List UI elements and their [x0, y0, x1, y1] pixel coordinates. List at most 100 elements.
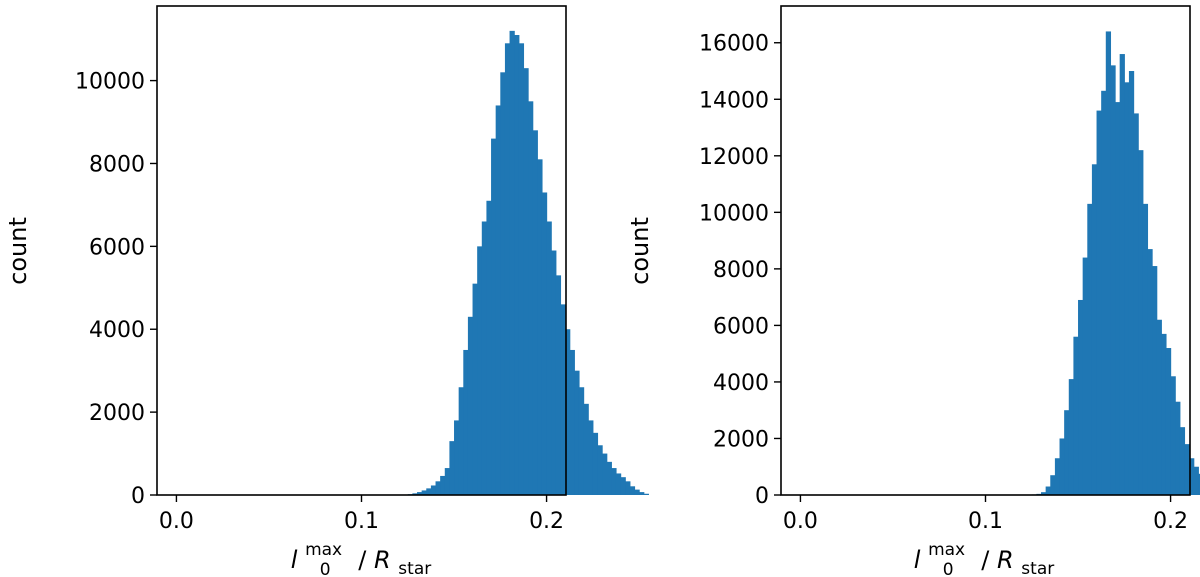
y-axis-ticks-left: 0 2000 4000 6000 8000 10000	[75, 70, 157, 509]
x-tick-label: 0.1	[968, 509, 1003, 534]
histogram-bar	[421, 490, 427, 495]
histogram-bar	[1193, 466, 1199, 495]
histogram-bar	[1096, 110, 1102, 495]
x-axis-ticks-left: 0.0 0.1 0.2	[159, 495, 564, 534]
histogram-bar	[578, 387, 585, 495]
y-tick-label: 0	[131, 484, 145, 509]
y-axis-ticks-right: 0 2000 4000 6000 8000 10000 12000 14000 16000	[699, 32, 781, 509]
y-tick-label: 4000	[713, 371, 769, 396]
histogram-bar	[615, 473, 622, 495]
histogram-bar	[643, 493, 649, 495]
x-axis-label-right: l max 0 / R star	[914, 533, 1054, 577]
histogram-bar	[634, 489, 640, 495]
histogram-bar	[1189, 458, 1195, 495]
y-tick-label: 6000	[89, 235, 145, 260]
histogram-bar	[514, 35, 520, 495]
histogram-bar	[1179, 427, 1186, 495]
histogram-bar	[504, 43, 511, 496]
histogram-bar	[1087, 203, 1093, 496]
y-axis-label-right: count	[626, 217, 654, 285]
histogram-bar	[1184, 444, 1190, 495]
histogram-bar	[1175, 401, 1181, 495]
histogram-bar	[481, 221, 488, 496]
histogram-bar	[1073, 336, 1079, 495]
histogram-bar	[467, 316, 474, 495]
histogram-bar	[1115, 102, 1121, 495]
histogram-bar	[486, 200, 492, 495]
histogram-bar	[560, 304, 566, 495]
histogram-bar	[1068, 379, 1075, 495]
histogram-bar	[611, 468, 617, 495]
histogram-bar	[546, 221, 552, 496]
y-tick-label: 8000	[713, 258, 769, 283]
x-axis-label-symbol-l-left: l	[291, 546, 298, 574]
histogram-bar	[625, 481, 631, 495]
histogram-bar	[500, 72, 506, 495]
bars-left	[407, 30, 649, 496]
histogram-bar	[528, 101, 534, 495]
histogram-bar	[639, 492, 645, 495]
y-tick-label: 12000	[699, 145, 769, 170]
histogram-bar	[1091, 164, 1098, 496]
histogram-bar	[1128, 71, 1135, 495]
x-axis-label-slash-left: /	[358, 546, 367, 574]
histogram-right: 0.0 0.1 0.2 0 2000 4000 6000 8000 10000 12000 140…	[626, 5, 1200, 577]
x-axis-label-symbol-r-right: R	[997, 546, 1014, 574]
histogram-bar	[1138, 150, 1144, 495]
x-axis-label-sub-right: 0	[943, 560, 954, 577]
histogram-bar	[1101, 90, 1107, 496]
histogram-bar	[454, 420, 460, 495]
histogram-bar	[588, 420, 594, 495]
histogram-bar	[1161, 333, 1167, 495]
histogram-bar	[412, 493, 418, 495]
histogram-bar	[1082, 257, 1088, 495]
histogram-bar	[458, 387, 464, 495]
y-tick-label: 4000	[89, 318, 145, 343]
histogram-bar	[463, 349, 469, 495]
x-tick-label: 0.0	[159, 509, 194, 534]
x-axis-label-sup-right: max	[928, 540, 965, 560]
x-axis-label-left: l max 0 / R star	[291, 533, 431, 577]
histogram-bar	[1133, 113, 1139, 495]
histogram-bar	[449, 441, 455, 495]
x-tick-label: 0.1	[344, 509, 379, 534]
histogram-bar	[532, 130, 538, 495]
histogram-bar	[565, 329, 571, 495]
histogram-bar	[1059, 438, 1065, 495]
histogram-bar	[1050, 475, 1056, 495]
histogram-bar	[574, 370, 580, 495]
x-axis-label-symbol-r-left: R	[374, 546, 391, 574]
histogram-bar	[629, 486, 636, 495]
x-axis-label-symbol-l-right: l	[914, 546, 921, 574]
x-axis-label-sub2-left: star	[398, 559, 431, 577]
y-tick-label: 2000	[713, 427, 769, 452]
y-tick-label: 6000	[713, 314, 769, 339]
histogram-bar	[1078, 299, 1084, 495]
histogram-bar	[444, 468, 451, 495]
y-axis-label-left: count	[4, 217, 32, 285]
histogram-bar	[541, 192, 548, 496]
histogram-bar	[430, 485, 437, 495]
histogram-bar	[1105, 31, 1112, 495]
bars-right	[1031, 31, 1200, 496]
histogram-bar	[417, 492, 423, 495]
histogram-bar	[435, 481, 441, 495]
histogram-bar	[1041, 492, 1047, 495]
x-tick-label: 0.2	[1153, 509, 1188, 534]
histogram-bar	[602, 453, 608, 495]
histogram-bar	[1110, 65, 1116, 496]
y-tick-label: 0	[755, 484, 769, 509]
histogram-bar	[1064, 410, 1070, 495]
histogram-bar	[1054, 458, 1061, 495]
y-tick-label: 16000	[699, 32, 769, 57]
histogram-bar	[620, 477, 626, 495]
histogram-bar	[1147, 249, 1153, 495]
y-tick-label: 8000	[89, 152, 145, 177]
histogram-bar	[1170, 376, 1176, 495]
x-axis-ticks-right: 0.0 0.1 0.2	[783, 495, 1188, 534]
histogram-bar	[583, 403, 589, 495]
x-tick-label: 0.0	[783, 509, 818, 534]
y-tick-label: 10000	[75, 70, 145, 95]
histogram-left: 0.0 0.1 0.2 0 2000 4000 6000 8000 10000 count l…	[4, 5, 649, 577]
